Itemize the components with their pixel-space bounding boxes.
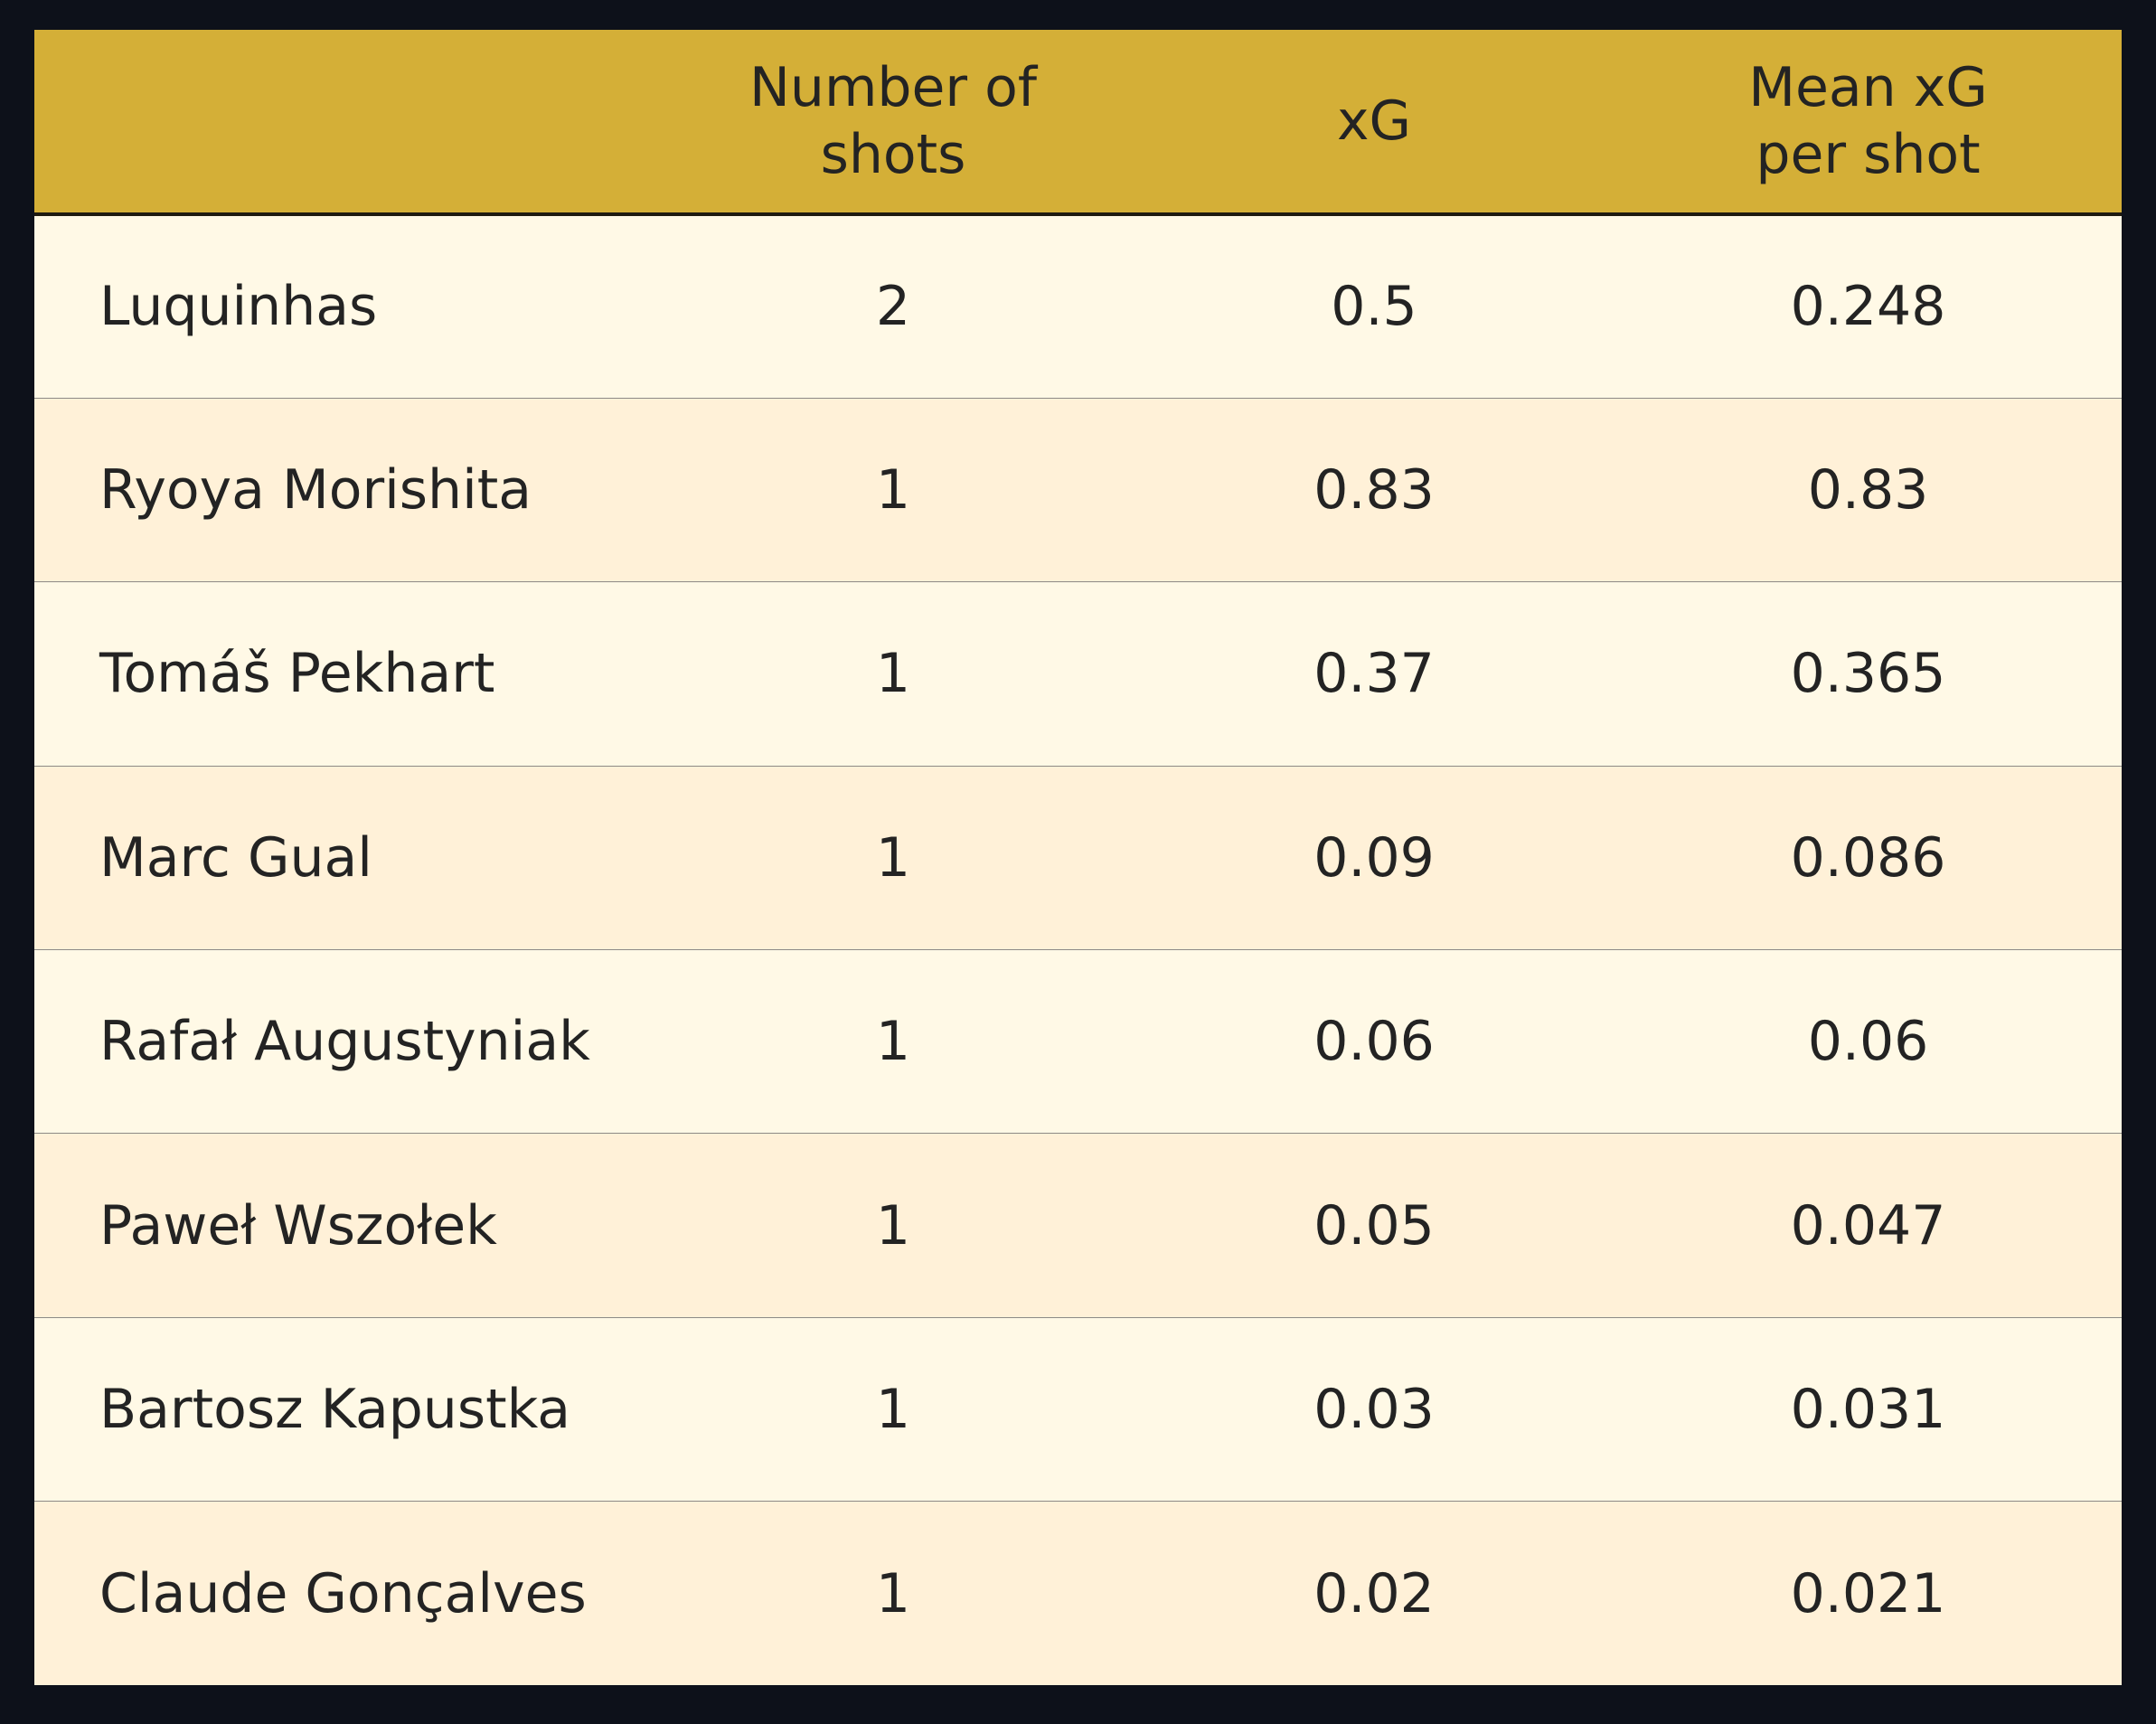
table-row: Claude Gonçalves 1 0.02 0.021: [34, 1501, 2122, 1685]
xg-cell: 0.5: [1331, 275, 1417, 339]
table-row: Marc Gual 1 0.09 0.086: [34, 765, 2122, 950]
shots-cell: 1: [653, 1316, 1134, 1502]
player-name-cell: Paweł Wszołek: [34, 1133, 653, 1318]
shots-cell: 1: [653, 581, 1134, 767]
xg-cell: 0.02: [1134, 1501, 1615, 1685]
player-name-cell: Bartosz Kapustka: [34, 1316, 653, 1502]
xg-cell: 0.05: [1134, 1133, 1615, 1318]
xg-cell: 0.03: [1134, 1316, 1615, 1502]
player-name-cell: Marc Gual: [34, 765, 653, 950]
header-mean-xg-line-2: per shot: [1756, 123, 1981, 186]
header-xg: xG: [1134, 30, 1615, 216]
header-mean-xg-per-shot: Mean xG per shot: [1615, 30, 2122, 216]
shots-cell: 1: [653, 397, 1134, 582]
table-row: Ryoya Morishita 1 0.83 0.83: [34, 397, 2122, 582]
table-header-row: Number of shots xG Mean xG per shot: [34, 30, 2122, 216]
shots-cell: 1: [653, 948, 1134, 1134]
mean-xg-cell: 0.06: [1615, 948, 2122, 1134]
xg-cell: 0.37: [1134, 581, 1615, 767]
header-xg-line-1: xG: [1336, 89, 1411, 153]
mean-xg-cell: 0.031: [1615, 1316, 2122, 1502]
table-row: Paweł Wszołek 1 0.05 0.047: [34, 1133, 2122, 1318]
shots-cell: 1: [653, 1501, 1134, 1685]
table-body: Luquinhas 2 0.5 0.248 Ryoya Morishita 1 0.83 0.…: [34, 214, 2122, 1685]
mean-xg-cell: 0.365: [1615, 581, 2122, 767]
xg-cell: 0.83: [1134, 397, 1615, 582]
mean-xg-cell: 0.248: [1790, 275, 1946, 339]
table-row: Bartosz Kapustka 1 0.03 0.031: [34, 1316, 2122, 1502]
mean-xg-cell: 0.086: [1615, 765, 2122, 950]
xg-cell: 0.09: [1134, 765, 1615, 950]
table-row: Tomáš Pekhart 1 0.37 0.365: [34, 581, 2122, 767]
xg-table-panel: Number of shots xG Mean xG per shot Luqu…: [34, 30, 2122, 1685]
header-number-of-shots: Number of shots: [653, 30, 1134, 216]
mean-xg-cell: 0.047: [1615, 1133, 2122, 1318]
player-name-cell: Rafał Augustyniak: [34, 948, 653, 1134]
header-number-of-shots-line-2: shots: [820, 123, 966, 186]
shots-cell: 1: [653, 1133, 1134, 1318]
table-row: Luquinhas 2 0.5 0.248: [34, 214, 2122, 399]
header-number-of-shots-line-1: Number of: [749, 56, 1037, 119]
header-player: [34, 30, 653, 216]
player-name-cell: Claude Gonçalves: [34, 1501, 653, 1685]
mean-xg-cell: 0.83: [1615, 397, 2122, 582]
header-mean-xg-line-1: Mean xG: [1748, 56, 1988, 119]
shots-cell: 1: [653, 765, 1134, 950]
player-name-cell: Luquinhas: [99, 275, 378, 339]
table-row: Rafał Augustyniak 1 0.06 0.06: [34, 948, 2122, 1134]
player-name-cell: Ryoya Morishita: [34, 397, 653, 582]
xg-table: Number of shots xG Mean xG per shot Luqu…: [34, 30, 2122, 1685]
player-name-cell: Tomáš Pekhart: [34, 581, 653, 767]
xg-cell: 0.06: [1134, 948, 1615, 1134]
shots-cell: 2: [875, 275, 911, 339]
mean-xg-cell: 0.021: [1615, 1501, 2122, 1685]
